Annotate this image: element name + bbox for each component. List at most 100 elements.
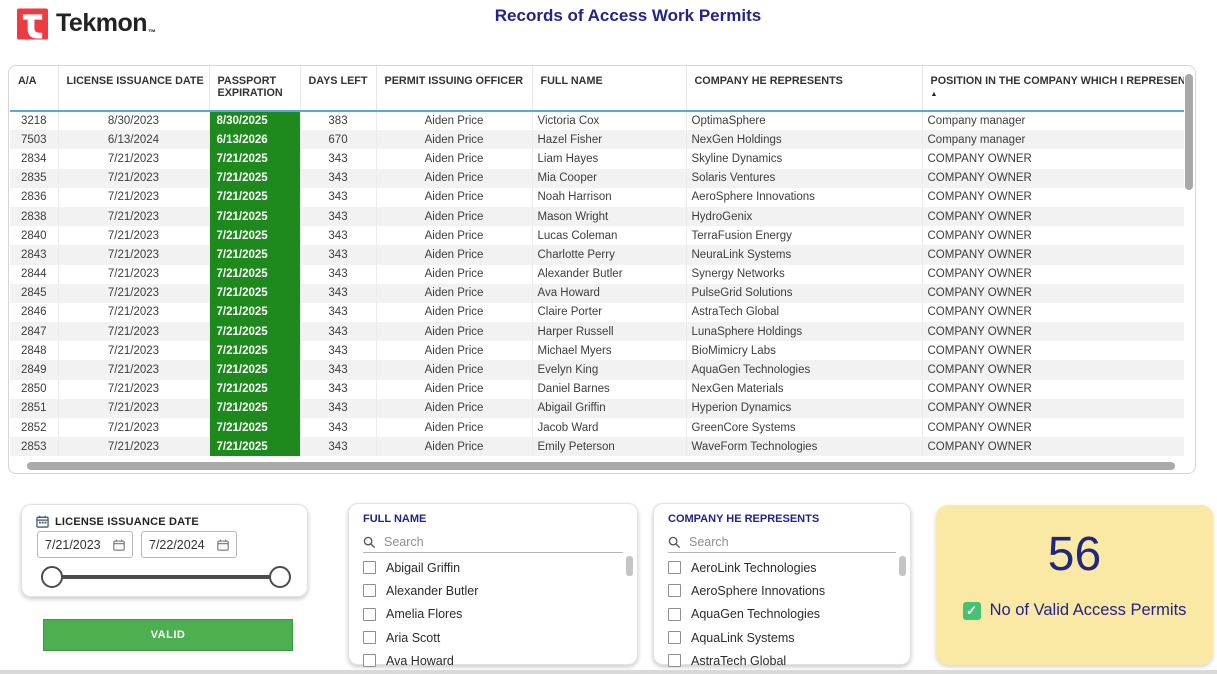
table-row[interactable]: 2834 7/21/2023 7/21/2025 343 Aiden Price Liam… <box>10 149 1184 169</box>
filter-item-label: AeroSphere Innovations <box>691 583 826 598</box>
filter-item-label: AquaGen Technologies <box>691 607 821 622</box>
cell-passport-expiration: 7/21/2025 <box>209 379 301 399</box>
slider-handle-end[interactable] <box>269 566 291 588</box>
cell-officer: Aiden Price <box>376 283 533 303</box>
column-header-full-name[interactable]: FULL NAME <box>532 66 687 111</box>
filter-list-item[interactable]: AstraTech Global <box>668 649 892 672</box>
table-row[interactable]: 2835 7/21/2023 7/21/2025 343 Aiden Price Mia … <box>10 168 1184 188</box>
company-search-input[interactable] <box>689 535 872 549</box>
column-header-days-left[interactable]: DAYS LEFT <box>300 66 377 111</box>
table-row[interactable]: 2850 7/21/2023 7/21/2025 343 Aiden Price Dani… <box>10 379 1184 399</box>
page-title: Records of Access Work Permits <box>494 6 762 25</box>
filter-item-label: Abigail Griffin <box>386 560 461 575</box>
cell-company: NeuraLink Systems <box>686 245 923 265</box>
full-name-search-row <box>363 532 623 553</box>
table-row[interactable]: 2840 7/21/2023 7/21/2025 343 Aiden Price Luca… <box>10 226 1184 246</box>
cell-passport-expiration: 7/21/2025 <box>209 245 301 265</box>
cell-license-date: 7/21/2023 <box>58 264 210 284</box>
filter-list-item[interactable]: Alexander Butler <box>363 579 619 602</box>
checkbox[interactable] <box>668 607 681 621</box>
cell-company: BioMimicry Labs <box>686 341 923 361</box>
column-header-aa[interactable]: A/A <box>10 66 59 111</box>
cell-license-date: 8/30/2023 <box>58 111 210 131</box>
company-list-scrollbar[interactable] <box>899 556 906 576</box>
calendar-picker-icon[interactable] <box>217 539 229 551</box>
table-horizontal-scrollbar[interactable] <box>27 462 1175 470</box>
cell-officer: Aiden Price <box>376 130 533 150</box>
full-name-search-input[interactable] <box>384 535 592 549</box>
filter-list-item[interactable]: Ava Howard <box>363 649 619 672</box>
cell-company: AeroSphere Innovations <box>686 187 923 207</box>
filter-list-item[interactable]: Aria Scott <box>363 626 619 649</box>
valid-filter-button[interactable]: VALID <box>43 619 293 651</box>
cell-passport-expiration: 7/21/2025 <box>209 226 301 246</box>
filter-list-item[interactable]: AeroSphere Innovations <box>668 579 892 602</box>
permits-table-card: A/A LICENSE ISSUANCE DATE PASSPORT EXPIR… <box>8 65 1196 474</box>
cell-position: COMPANY OWNER <box>927 172 1032 185</box>
table-row[interactable]: 2848 7/21/2023 7/21/2025 343 Aiden Price Mich… <box>10 341 1184 361</box>
filter-list-item[interactable]: AquaGen Technologies <box>668 603 892 626</box>
table-row[interactable]: 2846 7/21/2023 7/21/2025 343 Aiden Price Clai… <box>10 302 1184 323</box>
cell-license-date: 7/21/2023 <box>58 379 210 399</box>
start-date-input[interactable]: 7/21/2023 <box>37 531 133 558</box>
cell-full-name: Mason Wright <box>532 206 687 227</box>
column-header-license-date[interactable]: LICENSE ISSUANCE DATE <box>58 66 210 111</box>
date-range-slider-track[interactable] <box>41 566 291 588</box>
valid-permits-kpi-card: 56 ✓ No of Valid Access Permits <box>936 505 1213 665</box>
table-row[interactable]: 2845 7/21/2023 7/21/2025 343 Aiden Price Ava … <box>10 283 1184 303</box>
column-header-passport-expiration[interactable]: PASSPORT EXPIRATION <box>209 66 301 111</box>
checkbox[interactable] <box>363 584 376 598</box>
filter-list-item[interactable]: Abigail Griffin <box>363 556 619 579</box>
end-date-input[interactable]: 7/22/2024 <box>141 531 237 558</box>
table-row[interactable]: 2836 7/21/2023 7/21/2025 343 Aiden Price Noah… <box>10 187 1184 207</box>
cell-officer: Aiden Price <box>376 168 533 188</box>
checkbox[interactable] <box>668 654 681 668</box>
cell-full-name: Charlotte Perry <box>532 245 687 265</box>
filter-list-item[interactable]: AquaLink Systems <box>668 626 892 649</box>
sort-ascending-icon: ▲ <box>930 91 938 98</box>
kpi-label-row: ✓ No of Valid Access Permits <box>936 601 1213 620</box>
checkbox[interactable] <box>668 584 681 598</box>
cell-aa: 2843 <box>10 245 59 265</box>
cell-license-date: 7/21/2023 <box>58 322 210 342</box>
table-row[interactable]: 2851 7/21/2023 7/21/2025 343 Aiden Price Abig… <box>10 398 1184 418</box>
table-row[interactable]: 3218 8/30/2023 8/30/2025 383 Aiden Price Vict… <box>10 111 1184 131</box>
checkbox[interactable] <box>363 607 376 621</box>
filter-item-label: Aria Scott <box>386 630 441 645</box>
filter-list-item[interactable]: Amelia Flores <box>363 603 619 626</box>
table-row[interactable]: 2847 7/21/2023 7/21/2025 343 Aiden Price Harp… <box>10 322 1184 342</box>
column-header-officer[interactable]: PERMIT ISSUING OFFICER <box>376 66 533 111</box>
cell-company: TerraFusion Energy <box>686 226 923 246</box>
cell-position: COMPANY OWNER <box>927 344 1032 357</box>
slider-handle-start[interactable] <box>41 566 63 588</box>
company-search-row <box>668 532 896 553</box>
calendar-picker-icon[interactable] <box>113 539 125 551</box>
column-header-position[interactable]: POSITION IN THE COMPANY WHICH I REPRESEN… <box>930 75 1185 98</box>
checkbox[interactable] <box>363 654 376 668</box>
cell-aa: 2846 <box>10 302 59 323</box>
cell-days-left: 343 <box>300 398 377 418</box>
table-row[interactable]: 2849 7/21/2023 7/21/2025 343 Aiden Price Evel… <box>10 360 1184 380</box>
checkbox[interactable] <box>668 561 681 575</box>
table-vertical-scrollbar[interactable] <box>1185 74 1193 190</box>
filter-list-item[interactable]: AeroLink Technologies <box>668 556 892 579</box>
cell-full-name: Harper Russell <box>532 322 687 342</box>
cell-passport-expiration: 7/21/2025 <box>209 341 301 361</box>
table-row[interactable]: 2843 7/21/2023 7/21/2025 343 Aiden Price Char… <box>10 245 1184 265</box>
cell-license-date: 7/21/2023 <box>58 302 210 323</box>
table-row[interactable]: 7503 6/13/2024 6/13/2026 670 Aiden Price Haze… <box>10 130 1184 150</box>
cell-company: LunaSphere Holdings <box>686 322 923 342</box>
table-row[interactable]: 2844 7/21/2023 7/21/2025 343 Aiden Price Alex… <box>10 264 1184 284</box>
checkbox[interactable] <box>363 561 376 575</box>
table-row[interactable]: 2853 7/21/2023 7/21/2025 343 Aiden Price Emil… <box>10 437 1184 457</box>
column-header-company[interactable]: COMPANY HE REPRESENTS <box>686 66 923 111</box>
checkbox[interactable] <box>668 631 681 645</box>
page-bottom-scrollbar[interactable] <box>0 670 1217 674</box>
company-slicer: COMPANY HE REPRESENTS AeroLink Technolog… <box>653 503 911 668</box>
full-name-list: Abigail Griffin Alexander Butler Amelia Fl… <box>363 556 619 672</box>
table-row[interactable]: 2838 7/21/2023 7/21/2025 343 Aiden Price Maso… <box>10 206 1184 227</box>
checkbox[interactable] <box>363 631 376 645</box>
table-row[interactable]: 2852 7/21/2023 7/21/2025 343 Aiden Price Jaco… <box>10 418 1184 438</box>
full-name-list-scrollbar[interactable] <box>626 556 633 576</box>
date-slicer-header: LICENSE ISSUANCE DATE <box>36 515 199 528</box>
